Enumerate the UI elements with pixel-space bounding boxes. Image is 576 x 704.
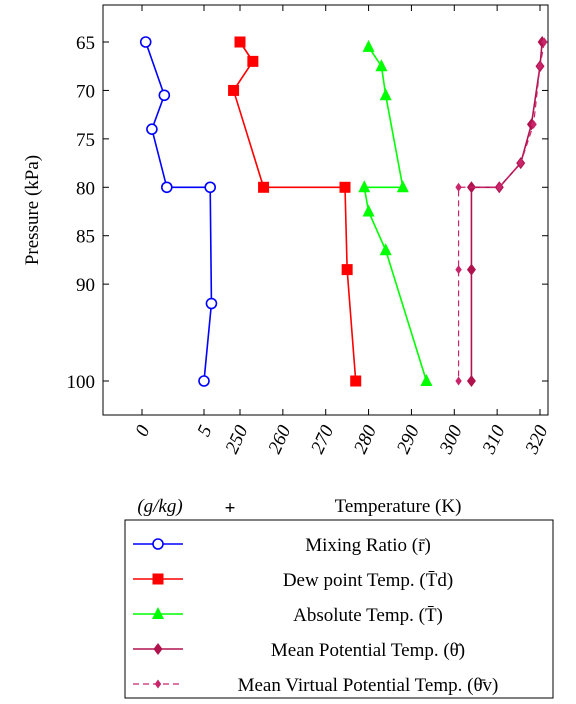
data-point [358,180,371,193]
data-point [152,573,164,585]
legend-entry: Absolute Temp. (T̄) [133,605,443,626]
data-point [466,375,476,387]
y-tick-label: 90 [76,275,95,296]
y-tick-label: 65 [76,33,95,54]
y-tick-label: 70 [76,81,95,102]
data-point [455,265,462,275]
data-point [362,204,375,217]
legend-label: Absolute Temp. (T̄) [293,605,443,626]
y-tick-label: 85 [76,227,95,248]
legend-entry: Dew point Temp. (T̄d) [133,570,453,591]
data-point [139,36,152,48]
data-point [154,679,162,689]
y-tick-label: 75 [76,130,95,151]
temperature-tick-label: 290 [393,422,424,457]
data-point [541,37,548,47]
series-layer [139,36,548,387]
data-point [152,607,164,619]
axis-joiner: + [225,498,236,519]
data-point [379,243,392,256]
temperature-tick-label: 310 [478,422,510,458]
legend-box [124,519,554,699]
series-line [232,41,357,382]
data-point [247,55,259,67]
data-point [517,158,524,168]
data-point [204,181,216,194]
legend-label: Dew point Temp. (T̄d) [283,570,453,591]
series-1 [228,36,362,387]
data-point [146,123,158,135]
series-3 [466,36,547,387]
series-line [457,41,545,381]
data-point [339,181,351,193]
series-2 [358,39,433,386]
data-point [466,263,476,276]
y-axis-label: Pressure (kPa) [22,155,43,265]
temperature-tick-label: 260 [264,422,295,457]
data-point [530,119,537,129]
data-point [536,61,544,71]
data-point [455,182,462,192]
data-point [234,36,246,48]
series-0 [139,36,218,387]
mixing-ratio-unit-label: (g/kg) [137,496,182,517]
y-axis: 65 70 75 80 85 90 100 [67,33,548,393]
y-tick-label: 80 [76,178,95,199]
legend: Mixing Ratio (r̄) Dew point Temp. (T̄d) Ab… [124,519,554,699]
mixing-tick-label: 0 [131,422,154,440]
temperature-tick-label: 320 [521,422,553,458]
data-point [379,88,392,101]
data-point [161,181,173,194]
series-line [470,41,543,381]
data-point [496,182,503,192]
plot-frame [102,4,549,416]
data-point [153,643,163,655]
temperature-axis-label: Temperature (K) [335,496,462,517]
data-point [228,84,240,96]
data-point [152,538,164,550]
data-point [341,264,353,276]
temperature-tick-label: 250 [221,422,252,457]
temperature-tick-label: 270 [307,422,338,457]
data-point [258,181,270,193]
data-point [362,39,375,52]
data-point [158,89,171,102]
y-tick-label: 100 [67,372,96,393]
series-line [363,46,428,382]
data-point [198,375,210,387]
x-axis: 0 5 250 260 270 280 290 300 310 320 [131,5,553,458]
data-point [455,376,462,386]
legend-entry: Mean Potential Temp. (θ̄) [133,640,465,661]
data-point [375,59,388,72]
legend-label: Mean Virtual Potential Temp. (θ̄v) [238,675,499,696]
data-point [420,374,433,386]
mixing-tick-label: 5 [193,422,216,439]
legend-label: Mean Potential Temp. (θ̄) [271,640,465,661]
legend-entry: Mixing Ratio (r̄) [133,535,431,556]
legend-label: Mixing Ratio (r̄) [305,535,431,556]
legend-entry: Mean Virtual Potential Temp. (θ̄v) [133,675,498,696]
data-point [205,297,218,310]
temperature-tick-label: 280 [350,422,381,457]
temperature-tick-label: 300 [435,422,467,458]
series-line [144,41,213,382]
data-point [350,375,362,387]
data-point [396,180,409,193]
series-4 [455,37,548,386]
